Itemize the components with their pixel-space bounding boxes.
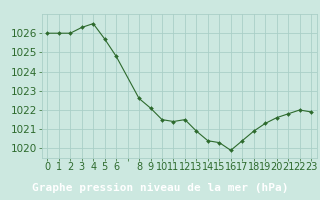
Text: Graphe pression niveau de la mer (hPa): Graphe pression niveau de la mer (hPa) (32, 183, 288, 193)
